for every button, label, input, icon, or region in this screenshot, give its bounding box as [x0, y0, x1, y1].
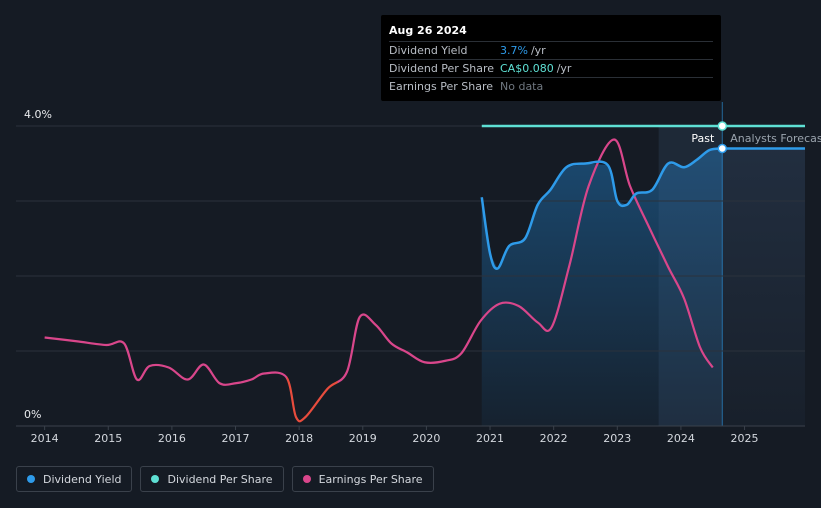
- tooltip-unit: /yr: [556, 62, 572, 75]
- x-tick-label: 2020: [412, 432, 440, 445]
- legend-item-dividend-per-share[interactable]: Dividend Per Share: [140, 466, 284, 492]
- past-highlight-band: [481, 102, 805, 426]
- x-tick-label: 2014: [31, 432, 59, 445]
- past-area-fill: [481, 148, 723, 426]
- forecast-area-fill: [722, 148, 805, 426]
- tooltip-date: Aug 26 2024: [389, 24, 467, 37]
- legend-item-dividend-yield[interactable]: Dividend Yield: [16, 466, 133, 492]
- x-tick-label: 2015: [94, 432, 122, 445]
- tooltip-row-earnings-per-share: Earnings Per Share No data: [389, 77, 713, 95]
- x-tick-label: 2016: [158, 432, 186, 445]
- y-tick-label: 0%: [24, 408, 41, 421]
- tooltip-unit: /yr: [530, 44, 546, 57]
- tooltip-label: Dividend Per Share: [389, 62, 495, 75]
- tooltip-row-dividend-yield: Dividend Yield 3.7% /yr: [389, 41, 713, 59]
- x-tick-label: 2022: [540, 432, 568, 445]
- legend-label: Earnings Per Share: [318, 472, 423, 486]
- legend-label: Dividend Yield: [43, 472, 122, 486]
- tooltip-value: No data: [500, 80, 544, 93]
- legend: Dividend Yield Dividend Per Share Earnin…: [16, 466, 434, 492]
- forecast-label: Analysts Forecasts: [730, 132, 821, 145]
- x-tick-label: 2023: [603, 432, 631, 445]
- x-tick-label: 2021: [476, 432, 504, 445]
- tooltip-value: 3.7%: [500, 44, 528, 57]
- legend-dot-teal-icon: [151, 475, 160, 483]
- y-tick-label: 4.0%: [24, 108, 52, 121]
- legend-dot-pink-icon: [302, 475, 311, 483]
- axis-labels: 4.0% 0% 2014 2015 2016 2017 2018 2019 2020 2021 20…: [24, 108, 759, 445]
- tooltip: Aug 26 2024 Dividend Yield 3.7% /yr Divi…: [381, 15, 721, 101]
- x-tick-label: 2017: [222, 432, 250, 445]
- tooltip-value: CA$0.080: [500, 62, 554, 75]
- tooltip-label: Earnings Per Share: [389, 80, 494, 93]
- x-tick-label: 2024: [667, 432, 695, 445]
- series-lines: [44, 121, 805, 423]
- x-tick-label: 2019: [349, 432, 377, 445]
- past-label: Past: [691, 132, 715, 145]
- x-tick-label: 2018: [285, 432, 313, 445]
- dividend-yield-line: [480, 147, 723, 270]
- earnings-per-share-line: [44, 138, 714, 423]
- legend-item-earnings-per-share[interactable]: Earnings Per Share: [291, 466, 434, 492]
- tooltip-label: Dividend Yield: [389, 44, 468, 57]
- x-tick-label: 2025: [731, 432, 759, 445]
- tooltip-row-dividend-per-share: Dividend Per Share CA$0.080 /yr: [389, 59, 713, 77]
- dividend-per-share-marker: [717, 121, 728, 131]
- dividend-yield-marker: [717, 143, 728, 154]
- legend-label: Dividend Per Share: [167, 472, 273, 486]
- legend-dot-blue-icon: [27, 475, 35, 483]
